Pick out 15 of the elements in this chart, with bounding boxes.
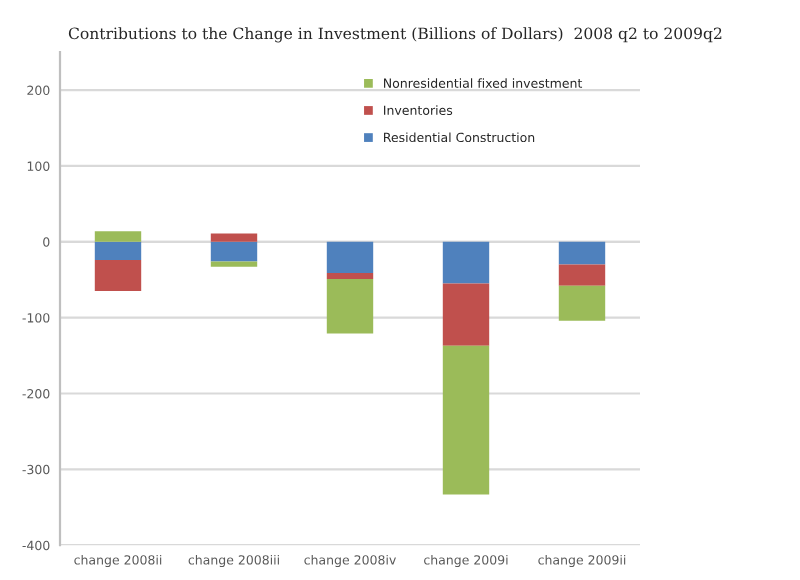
bar: [210, 261, 258, 267]
bar: [558, 241, 606, 265]
bar: [326, 241, 374, 273]
bar: [94, 231, 142, 242]
bar: [442, 345, 490, 495]
bar: [326, 272, 374, 279]
bar: [210, 241, 258, 262]
bar: [558, 264, 606, 286]
bar: [94, 241, 142, 261]
bar: [326, 278, 374, 334]
bar: [94, 260, 142, 292]
bar: [442, 283, 490, 346]
bar: [442, 241, 490, 284]
bar: [558, 285, 606, 321]
bar: [210, 233, 258, 242]
